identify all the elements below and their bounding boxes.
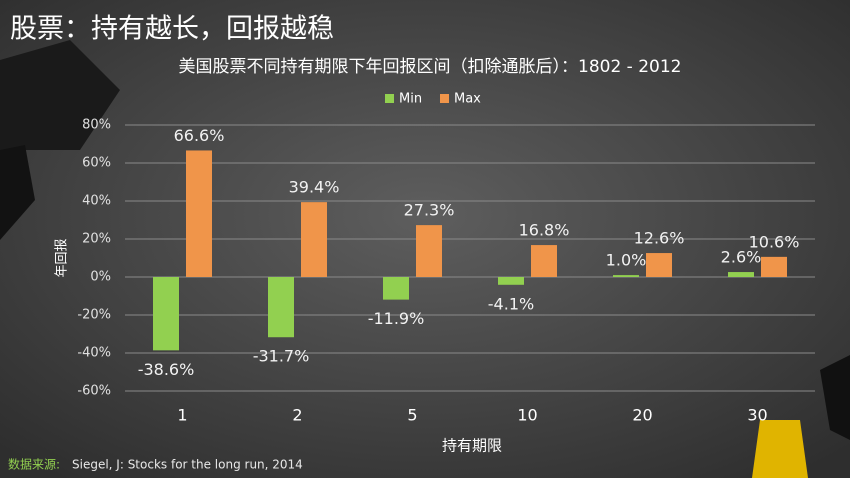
value-label: -11.9% bbox=[368, 309, 425, 328]
y-tick-label: 60% bbox=[82, 156, 111, 171]
bar bbox=[383, 277, 409, 300]
legend-swatch bbox=[440, 94, 449, 103]
bar bbox=[416, 225, 442, 277]
value-label: -31.7% bbox=[253, 347, 310, 366]
chart-title: 美国股票不同持有期限下年回报区间（扣除通胀后）：1802 - 2012 bbox=[179, 57, 682, 77]
y-tick-label: 40% bbox=[82, 194, 111, 209]
bar bbox=[268, 277, 294, 338]
value-label: -4.1% bbox=[488, 294, 534, 313]
x-tick-label: 10 bbox=[517, 406, 537, 425]
hexagon-decor bbox=[820, 355, 850, 440]
hexagon-decor bbox=[0, 40, 120, 150]
value-label: 12.6% bbox=[634, 229, 685, 248]
x-tick-label: 30 bbox=[747, 406, 767, 425]
hexagon-decor bbox=[752, 420, 808, 478]
x-tick-label: 2 bbox=[292, 406, 302, 425]
hexagon-decor bbox=[0, 145, 35, 240]
y-tick-label: -60% bbox=[77, 384, 111, 399]
y-axis-label: 年回报 bbox=[55, 238, 70, 277]
bar bbox=[301, 202, 327, 277]
source-text: Siegel, J: Stocks for the long run, 2014 bbox=[72, 458, 303, 472]
bar bbox=[728, 272, 754, 277]
value-label: 39.4% bbox=[289, 178, 340, 197]
bar bbox=[186, 150, 212, 277]
value-label: 1.0% bbox=[606, 251, 647, 270]
value-label: 16.8% bbox=[519, 221, 570, 240]
value-label: 66.6% bbox=[174, 126, 225, 145]
bar bbox=[153, 277, 179, 351]
value-label: -38.6% bbox=[138, 360, 195, 379]
y-tick-label: -40% bbox=[77, 346, 111, 361]
bar bbox=[613, 275, 639, 277]
x-axis-label: 持有期限 bbox=[442, 437, 502, 455]
bar bbox=[761, 256, 787, 277]
x-tick-label: 5 bbox=[407, 406, 417, 425]
y-tick-label: -20% bbox=[77, 308, 111, 323]
y-tick-label: 80% bbox=[82, 118, 111, 133]
bar bbox=[498, 277, 524, 285]
legend-swatch bbox=[385, 94, 394, 103]
value-label: 2.6% bbox=[721, 248, 762, 267]
value-label: 10.6% bbox=[749, 232, 800, 251]
x-tick-label: 20 bbox=[632, 406, 652, 425]
slide-title: 股票：持有越长，回报越稳 bbox=[10, 14, 334, 45]
bar bbox=[531, 245, 557, 277]
source-label: 数据来源: bbox=[8, 457, 60, 472]
value-label: 27.3% bbox=[404, 201, 455, 220]
x-tick-label: 1 bbox=[177, 406, 187, 425]
bar bbox=[646, 253, 672, 277]
y-tick-label: 20% bbox=[82, 232, 111, 247]
y-tick-label: 0% bbox=[90, 270, 111, 285]
legend-label: Min bbox=[399, 92, 422, 107]
legend-label: Max bbox=[454, 92, 481, 107]
